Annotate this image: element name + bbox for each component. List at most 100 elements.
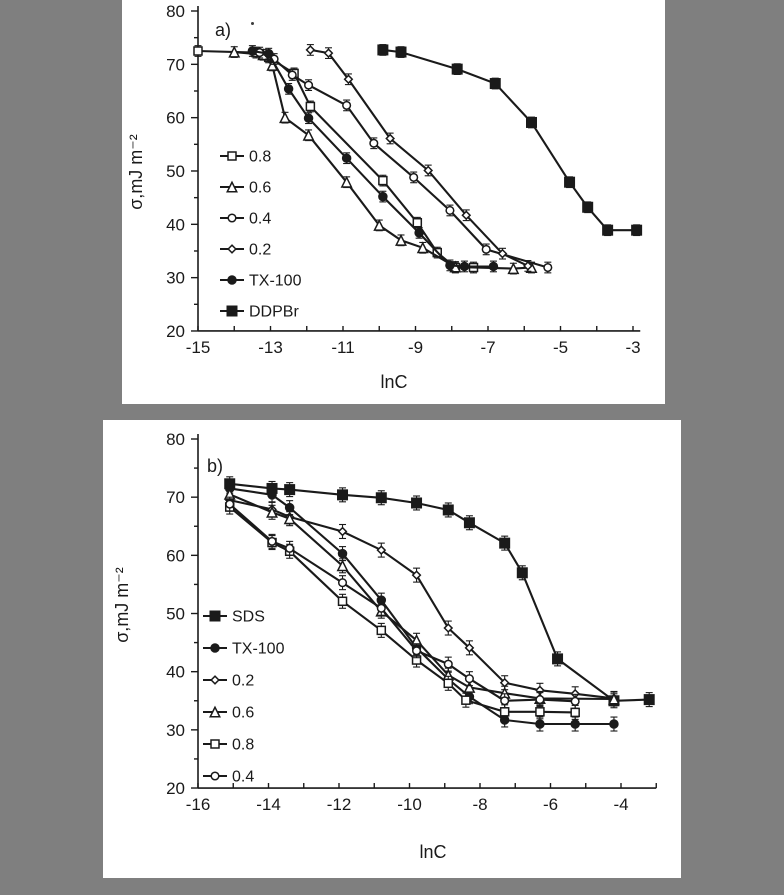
marker-filled-square [602, 224, 614, 236]
marker-open-circle [287, 70, 297, 80]
marker-filled-circle [227, 275, 237, 285]
panel-label: a) [215, 20, 231, 40]
marker-open-circle [543, 262, 553, 273]
series-TX-100 [224, 480, 619, 732]
legend-item-0.2: 0.2 [220, 242, 271, 259]
series-line [229, 499, 615, 700]
marker-open-circle [369, 138, 379, 148]
y-tick-label: 60 [166, 546, 185, 565]
stray-dot-artifact [251, 22, 254, 25]
series-0.6 [228, 45, 538, 275]
series-0.4 [225, 496, 580, 709]
marker-filled-square [442, 504, 454, 516]
y-axis-title: σ,mJ m⁻² [112, 567, 132, 643]
marker-open-diamond [385, 133, 395, 144]
legend-label: DDPBr [249, 304, 299, 321]
marker-open-circle [225, 499, 235, 509]
legend-item-0.8: 0.8 [203, 737, 254, 754]
series-line [229, 493, 615, 701]
chart-panel-a: 20 30 40 50 60 70 80 -15 -13 -11 -9 -7 -5 -3 lnC σ,mJ m… [122, 0, 665, 404]
marker-open-triangle [395, 233, 407, 246]
marker-open-triangle [507, 262, 520, 275]
marker-filled-circle [210, 643, 220, 653]
marker-filled-square [489, 78, 501, 90]
legend-label: SDS [232, 609, 265, 626]
y-axis-title: σ,mJ m⁻² [126, 134, 146, 210]
marker-open-diamond [523, 261, 533, 271]
marker-open-circle [409, 172, 419, 182]
series-line [252, 49, 494, 268]
marker-open-square [337, 596, 348, 607]
marker-open-square [376, 625, 387, 636]
marker-open-triangle [283, 512, 296, 525]
marker-open-square [461, 695, 471, 705]
legend-label: 0.6 [249, 180, 271, 197]
series-TX-100 [247, 45, 499, 273]
marker-open-diamond [464, 642, 475, 653]
marker-filled-square [375, 492, 387, 504]
marker-open-circle [570, 696, 580, 706]
marker-filled-circle [341, 153, 352, 163]
x-tick-label: -12 [327, 795, 352, 814]
marker-filled-circle [247, 46, 258, 56]
series-0.4 [255, 46, 553, 274]
marker-open-square [535, 707, 545, 717]
marker-open-triangle [226, 180, 238, 193]
legend-label: 0.8 [232, 737, 254, 754]
legend-item-DDPBr: DDPBr [220, 304, 299, 321]
y-tick-label: 20 [166, 779, 185, 798]
legend: 0.8 0.6 0.4 0.2 TX-100 DDPBr [220, 149, 302, 321]
series-line [229, 506, 576, 714]
y-tick-label: 80 [166, 2, 185, 21]
x-axis-title: lnC [380, 372, 407, 392]
marker-open-diamond [497, 248, 508, 259]
marker-filled-circle [414, 228, 424, 238]
y-tick-label: 80 [166, 430, 185, 449]
legend-item-0.6: 0.6 [203, 705, 254, 722]
series-DDPBr [377, 44, 643, 237]
legend-item-0.6: 0.6 [220, 180, 271, 197]
y-tick-label: 30 [166, 721, 185, 740]
x-tick-label: -3 [625, 338, 640, 357]
series-line [382, 48, 637, 232]
x-tick-label: -15 [186, 338, 211, 357]
legend-item-SDS: SDS [203, 609, 265, 626]
y-tick-label: 40 [166, 663, 185, 682]
chart-b-plot: 20 30 40 50 60 70 80 -16 -14 -12 -10 -8 -6 -4 lnC σ,mJ … [112, 430, 657, 862]
marker-open-square [378, 175, 388, 186]
x-tick-label: -14 [256, 795, 281, 814]
series-line [310, 48, 529, 267]
series-line [197, 49, 474, 269]
series-0.6 [223, 486, 620, 707]
marker-open-circle [412, 646, 422, 656]
marker-filled-square [552, 653, 564, 665]
marker-filled-square [499, 537, 511, 549]
marker-filled-square [451, 63, 463, 75]
marker-open-circle [535, 695, 545, 705]
legend-label: 0.4 [249, 211, 271, 228]
legend: SDS TX-100 0.2 0.6 0.8 0.4 [203, 609, 285, 786]
y-tick-label: 20 [166, 322, 185, 341]
legend-item-0.4: 0.4 [220, 211, 271, 228]
marker-open-circle [227, 213, 237, 223]
marker-open-circle [376, 603, 386, 613]
x-tick-label: -13 [258, 338, 283, 357]
marker-filled-square [526, 116, 537, 128]
legend-label: 0.6 [232, 705, 254, 722]
x-tick-label: -7 [480, 338, 495, 357]
marker-filled-square [337, 489, 349, 501]
marker-open-diamond [305, 45, 316, 55]
marker-open-circle [342, 100, 352, 110]
marker-open-triangle [416, 241, 429, 254]
axes: 20 30 40 50 60 70 80 -15 -13 -11 -9 -7 -5 -3 lnC σ,mJ m… [126, 2, 641, 392]
marker-open-triangle [463, 680, 476, 693]
marker-open-triangle [373, 218, 386, 231]
marker-filled-circle [267, 490, 277, 500]
marker-open-circle [481, 244, 491, 254]
marker-open-square [499, 707, 510, 717]
y-tick-label: 40 [166, 215, 185, 234]
series-line [259, 51, 549, 269]
legend-label: TX-100 [232, 641, 285, 658]
legend-item-TX-100: TX-100 [220, 273, 302, 290]
marker-open-square [305, 101, 316, 112]
